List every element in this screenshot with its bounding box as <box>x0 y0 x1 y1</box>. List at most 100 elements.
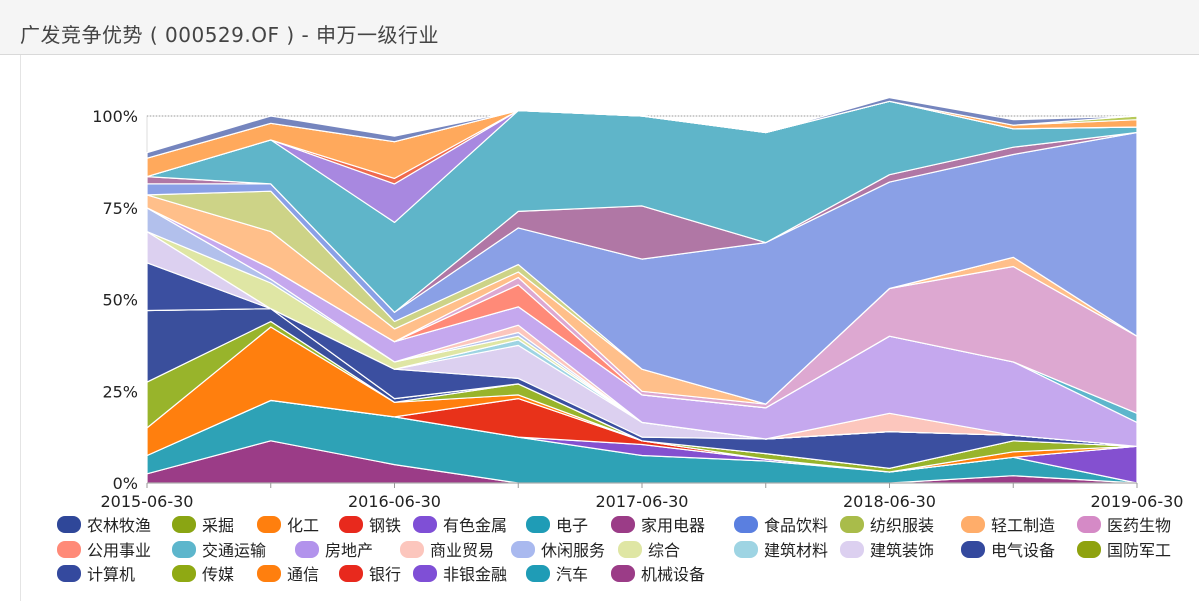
x-tick-label: 2019-06-30 <box>1091 492 1184 511</box>
legend-swatch <box>413 516 437 533</box>
legend-item-交通运输[interactable]: 交通运输 <box>172 541 266 560</box>
legend-swatch <box>840 541 864 558</box>
legend-item-机械设备[interactable]: 机械设备 <box>611 565 705 584</box>
legend-item-计算机[interactable]: 计算机 <box>57 565 135 584</box>
legend-swatch <box>526 565 550 582</box>
legend-swatch <box>961 516 985 533</box>
title-bar: 广发竞争优势 ( 000529.OF ) - 申万一级行业 <box>0 0 1199 55</box>
legend-item-汽车[interactable]: 汽车 <box>526 565 588 584</box>
legend-swatch <box>734 516 758 533</box>
legend-label: 交通运输 <box>202 541 266 560</box>
legend-item-银行[interactable]: 银行 <box>339 565 401 584</box>
legend-label: 计算机 <box>87 565 135 584</box>
stacked-area-chart: 0% 25% 50% 75% 100% 2015-06-30 2016-06-30 2017-… <box>57 97 1183 584</box>
legend-label: 化工 <box>287 516 319 535</box>
legend-swatch <box>611 565 635 582</box>
x-tick-label: 2016-06-30 <box>348 492 441 511</box>
legend-swatch <box>1077 541 1101 558</box>
legend-swatch <box>295 541 319 558</box>
y-tick-label: 50% <box>102 291 138 310</box>
legend-label: 非银金融 <box>443 565 507 584</box>
y-tick-label: 100% <box>92 107 138 126</box>
legend-label: 休闲服务 <box>541 541 605 560</box>
legend-item-采掘[interactable]: 采掘 <box>172 516 234 535</box>
legend-label: 食品饮料 <box>764 516 828 535</box>
legend-swatch <box>413 565 437 582</box>
legend-label: 公用事业 <box>87 541 151 560</box>
x-tick-label: 2015-06-30 <box>101 492 194 511</box>
legend-label: 采掘 <box>202 516 234 535</box>
legend-swatch <box>257 565 281 582</box>
legend-swatch <box>961 541 985 558</box>
page-title: 广发竞争优势 ( 000529.OF ) - 申万一级行业 <box>20 23 440 47</box>
legend-label: 有色金属 <box>443 516 507 535</box>
legend-item-电子[interactable]: 电子 <box>526 516 588 535</box>
legend-label: 纺织服装 <box>870 516 934 535</box>
legend-label: 建筑装饰 <box>870 541 934 560</box>
legend-label: 电子 <box>556 516 588 535</box>
y-tick-label: 75% <box>102 199 138 218</box>
legend-label: 农林牧渔 <box>87 516 151 535</box>
legend-item-农林牧渔[interactable]: 农林牧渔 <box>57 516 151 535</box>
legend-item-建筑材料[interactable]: 建筑材料 <box>734 541 828 560</box>
x-tick-label: 2018-06-30 <box>843 492 936 511</box>
legend-item-公用事业[interactable]: 公用事业 <box>57 541 151 560</box>
legend-item-轻工制造[interactable]: 轻工制造 <box>961 516 1055 535</box>
axes: 0% 25% 50% 75% 100% 2015-06-30 2016-06-30 2017-… <box>92 107 1183 511</box>
legend: 农林牧渔 采掘 化工 钢铁 有色金属 电子 家用电器 食品饮料 纺织服装 轻工制造 医药生物公用事业… <box>57 516 1171 584</box>
legend-label: 电气设备 <box>991 541 1055 560</box>
legend-swatch <box>511 541 535 558</box>
legend-label: 医药生物 <box>1107 516 1171 535</box>
legend-item-建筑装饰[interactable]: 建筑装饰 <box>840 541 934 560</box>
legend-label: 房地产 <box>325 541 373 560</box>
legend-item-综合[interactable]: 综合 <box>618 541 680 560</box>
legend-item-钢铁[interactable]: 钢铁 <box>339 516 401 535</box>
legend-label: 传媒 <box>202 565 234 584</box>
x-tick-label: 2017-06-30 <box>596 492 689 511</box>
legend-swatch <box>618 541 642 558</box>
legend-swatch <box>840 516 864 533</box>
legend-swatch <box>1077 516 1101 533</box>
legend-swatch <box>526 516 550 533</box>
legend-swatch <box>172 516 196 533</box>
legend-swatch <box>172 541 196 558</box>
legend-label: 综合 <box>648 541 680 560</box>
legend-item-通信[interactable]: 通信 <box>257 565 319 584</box>
legend-label: 商业贸易 <box>430 541 494 560</box>
legend-label: 国防军工 <box>1107 541 1171 560</box>
legend-swatch <box>339 516 363 533</box>
area-series-农林牧渔[interactable] <box>146 97 1138 159</box>
legend-item-商业贸易[interactable]: 商业贸易 <box>400 541 494 560</box>
legend-swatch <box>257 516 281 533</box>
legend-swatch <box>734 541 758 558</box>
legend-item-国防军工[interactable]: 国防军工 <box>1077 541 1171 560</box>
legend-swatch <box>57 516 81 533</box>
chart-panel: 0% 25% 50% 75% 100% 2015-06-30 2016-06-30 2017-… <box>20 55 1199 601</box>
legend-label: 汽车 <box>556 565 588 584</box>
legend-item-传媒[interactable]: 传媒 <box>172 565 234 584</box>
area-series-layer <box>146 97 1138 484</box>
legend-item-有色金属[interactable]: 有色金属 <box>413 516 507 535</box>
legend-item-休闲服务[interactable]: 休闲服务 <box>511 541 605 560</box>
legend-label: 通信 <box>287 565 319 584</box>
legend-item-电气设备[interactable]: 电气设备 <box>961 541 1055 560</box>
legend-item-非银金融[interactable]: 非银金融 <box>413 565 507 584</box>
legend-swatch <box>339 565 363 582</box>
legend-item-家用电器[interactable]: 家用电器 <box>611 516 705 535</box>
legend-label: 轻工制造 <box>991 516 1055 535</box>
legend-label: 机械设备 <box>641 565 705 584</box>
legend-item-纺织服装[interactable]: 纺织服装 <box>840 516 934 535</box>
y-tick-label: 0% <box>113 474 138 493</box>
legend-swatch <box>400 541 424 558</box>
legend-item-医药生物[interactable]: 医药生物 <box>1077 516 1171 535</box>
y-tick-label: 25% <box>102 382 138 401</box>
legend-label: 建筑材料 <box>764 541 828 560</box>
legend-swatch <box>57 565 81 582</box>
legend-label: 钢铁 <box>369 516 401 535</box>
legend-label: 家用电器 <box>641 516 705 535</box>
legend-swatch <box>611 516 635 533</box>
legend-label: 银行 <box>369 565 401 584</box>
legend-item-房地产[interactable]: 房地产 <box>295 541 373 560</box>
legend-item-食品饮料[interactable]: 食品饮料 <box>734 516 828 535</box>
legend-item-化工[interactable]: 化工 <box>257 516 319 535</box>
